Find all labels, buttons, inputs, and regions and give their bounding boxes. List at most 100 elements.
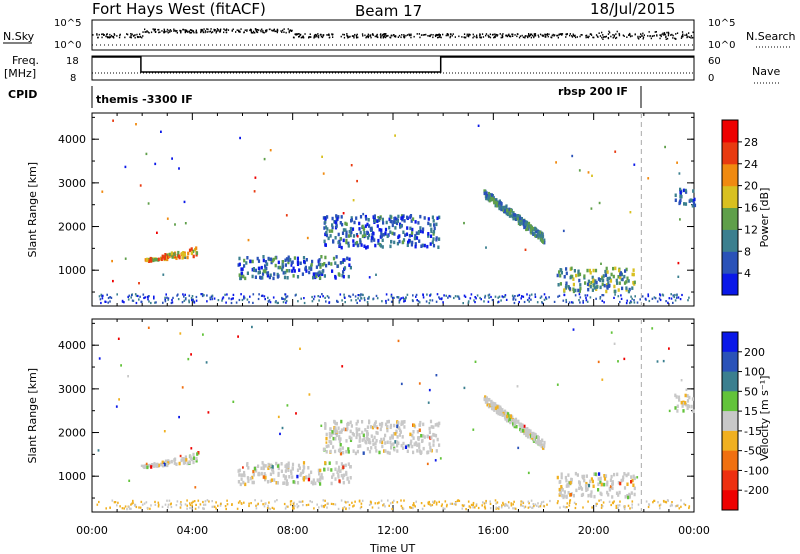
echo-cell (411, 444, 414, 449)
echo-cell (375, 425, 378, 429)
echo-cell (149, 507, 151, 510)
echo-cell (539, 505, 542, 508)
echo-cell (379, 427, 382, 432)
echo-cell (338, 430, 341, 435)
echo-cell (343, 266, 347, 270)
echo-cell (414, 220, 417, 224)
echo-cell (426, 462, 429, 466)
echo-cell (619, 481, 622, 486)
echo-cell (559, 491, 562, 495)
nsky-point (328, 36, 330, 39)
echo-cell (403, 420, 406, 424)
echo-cell (251, 259, 254, 264)
nsky-point (670, 34, 672, 36)
echo-cell (385, 299, 387, 303)
echo-cell (502, 501, 504, 504)
echo-cell (433, 223, 436, 227)
echo-cell (676, 409, 679, 413)
echo-cell (530, 228, 533, 232)
echo-cell (306, 236, 309, 240)
nsky-point (130, 36, 132, 39)
nsky-point (250, 31, 253, 34)
echo-cell (319, 478, 322, 482)
nsky-point (430, 33, 432, 36)
echo-cell (400, 382, 403, 386)
freq-tick-low: 8 (70, 73, 76, 84)
echo-cell (232, 400, 235, 403)
echo-cell (685, 388, 688, 391)
nsky-point (569, 34, 571, 37)
nsky-point (602, 36, 605, 38)
echo-cell (273, 478, 276, 482)
echo-cell (347, 462, 350, 466)
echo-cell (308, 266, 311, 270)
nsky-point (676, 32, 679, 34)
echo-cell (561, 493, 564, 498)
nsky-point (369, 34, 371, 36)
nsky-point (641, 35, 643, 37)
echo-cell (604, 269, 607, 274)
echo-cell (679, 298, 682, 301)
colorbar-segment (722, 185, 738, 208)
echo-cell (189, 502, 191, 505)
echo-cell (167, 459, 170, 463)
echo-cell (419, 229, 422, 234)
echo-cell (253, 268, 256, 273)
nsky-point (663, 32, 666, 34)
nsky-point (485, 33, 488, 35)
nsky-point (364, 34, 366, 37)
echo-cell (684, 188, 687, 193)
echo-cell (519, 221, 522, 226)
echo-cell (617, 481, 620, 485)
nsky-point (385, 36, 387, 39)
nsky-point (111, 36, 113, 38)
colorbar-segment (722, 251, 738, 274)
echo-cell (308, 270, 311, 275)
nsky-point (161, 30, 163, 32)
echo-cell (134, 504, 136, 507)
echo-cell (347, 480, 351, 484)
echo-cell (565, 478, 568, 483)
echo-cell (616, 281, 619, 285)
echo-cell (625, 302, 628, 305)
echo-cell (499, 409, 502, 413)
echo-cell (679, 198, 682, 203)
sparse-echoes (97, 325, 688, 489)
echo-cell (284, 293, 287, 296)
echo-cell (208, 500, 210, 503)
nsky-point (214, 29, 216, 31)
nsky-point (372, 34, 374, 36)
nsky-point (126, 33, 128, 35)
echo-cell (302, 504, 304, 507)
echo-cell (512, 216, 515, 221)
echo-cell (546, 503, 548, 506)
echo-cell (376, 297, 379, 300)
echo-cell (625, 267, 628, 272)
echo-cell (296, 506, 299, 509)
nsky-point (602, 34, 604, 36)
echo-cell (381, 440, 384, 445)
echo-cell (636, 476, 639, 479)
echo-cell (187, 357, 190, 361)
echo-cell (536, 301, 539, 304)
echo-cell (536, 436, 540, 440)
echo-cell (311, 295, 313, 299)
echo-cell (100, 293, 103, 296)
nsky-point (641, 34, 643, 37)
echo-cell (429, 242, 432, 246)
echo-cell (631, 478, 634, 483)
colorbar-label: Velocity [m s⁻¹] (758, 376, 771, 461)
nsky-point (533, 36, 535, 39)
echo-cell (422, 434, 425, 438)
echo-cell (432, 425, 435, 429)
echo-cell (417, 436, 421, 440)
echo-cell (507, 413, 510, 418)
echo-cell (154, 258, 157, 262)
echo-cell (282, 271, 285, 275)
echo-cell (293, 480, 296, 485)
echo-cell (632, 474, 635, 479)
echo-cell (274, 263, 277, 268)
echo-cell (329, 449, 332, 454)
echo-cell (284, 475, 288, 479)
nsky-point (298, 36, 300, 38)
